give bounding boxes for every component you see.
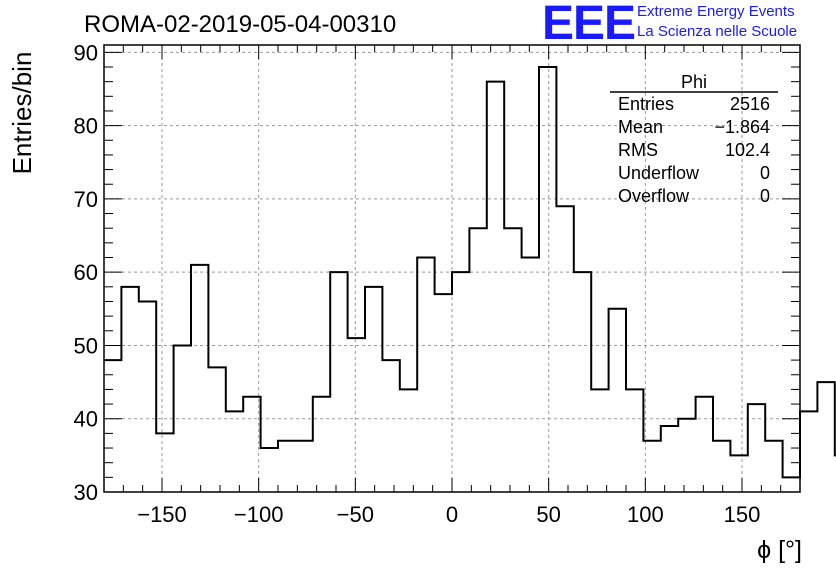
histogram-bin [487, 82, 504, 492]
x-tick-label: 50 [536, 502, 560, 527]
histogram-bin [243, 397, 260, 492]
histogram-bin [643, 441, 660, 492]
stats-rows: Entries 2516 Mean −1.864 RMS 102.4 Underflow 0 O… [618, 94, 770, 206]
chart-title: ROMA-02-2019-05-04-00310 [84, 11, 396, 38]
x-tick-label: −50 [337, 502, 374, 527]
x-tick-label: −150 [137, 502, 187, 527]
eee-logo: EEE [542, 0, 636, 50]
stats-title: Phi [681, 72, 707, 92]
histogram-outline [104, 65, 836, 479]
histogram-bin [400, 389, 417, 492]
histogram-bin [556, 206, 573, 492]
stats-value: −1.864 [714, 117, 770, 137]
histogram-bin [156, 433, 173, 492]
y-tick-label: 30 [74, 480, 98, 505]
histogram-bin [208, 367, 225, 492]
histogram-bin [261, 448, 278, 492]
histogram-bin [504, 228, 521, 492]
histogram-bin [226, 411, 243, 492]
histogram-bin [783, 477, 800, 492]
histogram-bin [330, 272, 347, 492]
histogram-bin [348, 338, 365, 492]
stats-value: 0 [760, 163, 770, 183]
histogram-bin [417, 258, 434, 492]
axes [103, 44, 801, 493]
histogram-bin [452, 272, 469, 492]
y-tick-label: 40 [74, 407, 98, 432]
histogram-bin [278, 441, 295, 492]
histogram-bin [678, 419, 695, 492]
histogram-bin [435, 294, 452, 492]
eee-tagline-line1: Extreme Energy Events [637, 3, 795, 20]
tick-labels: −150 −100 −50 0 50 100 150 30 40 50 60 70 80 90 [74, 40, 761, 527]
x-tick-label: 0 [446, 502, 458, 527]
histogram-bin [313, 397, 330, 492]
y-tick-label: 80 [74, 114, 98, 139]
histogram-bin [539, 67, 556, 492]
stats-label: Entries [618, 94, 674, 114]
y-tick-label: 50 [74, 333, 98, 358]
histogram-bin [191, 265, 208, 492]
histogram-bin [139, 301, 156, 492]
histogram-series [104, 65, 836, 492]
histogram-bin [609, 309, 626, 492]
stats-label: RMS [618, 140, 658, 160]
histogram-bin [591, 389, 608, 492]
stats-value: 102.4 [725, 140, 770, 160]
histogram-bin [574, 272, 591, 492]
histogram-bin [104, 360, 121, 492]
x-tick-label: 150 [724, 502, 761, 527]
histogram-bin [817, 382, 834, 492]
histogram-bin [121, 287, 138, 492]
stats-value: 2516 [730, 94, 770, 114]
eee-tagline-line2: La Scienza nelle Scuole [637, 23, 798, 40]
histogram-bin [713, 441, 730, 492]
eee-tagline: Extreme Energy Events La Scienza nelle S… [637, 2, 797, 42]
stats-value: 0 [760, 186, 770, 206]
histogram-bin [661, 426, 678, 492]
histogram-bin [748, 404, 765, 492]
x-axis-label: ϕ [°] [757, 536, 802, 564]
histogram-bin [365, 287, 382, 492]
histogram-bin [730, 455, 747, 492]
histogram-bin [382, 360, 399, 492]
histogram-bin [765, 441, 782, 492]
histogram-bin [626, 389, 643, 492]
stats-box: Phi Entries 2516 Mean −1.864 RMS 102.4 Underfl… [610, 72, 778, 206]
y-tick-label: 60 [74, 260, 98, 285]
stats-label: Underflow [618, 163, 700, 183]
histogram-bin [696, 397, 713, 492]
y-tick-label: 90 [74, 40, 98, 65]
histogram-bin [522, 258, 539, 492]
stats-label: Overflow [618, 186, 690, 206]
histogram-bin [469, 228, 486, 492]
y-tick-label: 70 [74, 187, 98, 212]
y-axis-label: Entries/bin [7, 52, 37, 175]
x-tick-label: 100 [627, 502, 664, 527]
stats-label: Mean [618, 117, 663, 137]
x-tick-label: −100 [234, 502, 284, 527]
histogram-bin [800, 411, 817, 492]
histogram-bin [295, 441, 312, 492]
